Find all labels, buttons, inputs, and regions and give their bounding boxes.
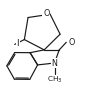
- Text: N: N: [52, 59, 57, 68]
- Text: O: O: [68, 38, 75, 47]
- Text: O: O: [43, 9, 49, 18]
- Text: CH$_3$: CH$_3$: [47, 75, 62, 85]
- Text: I: I: [17, 39, 19, 48]
